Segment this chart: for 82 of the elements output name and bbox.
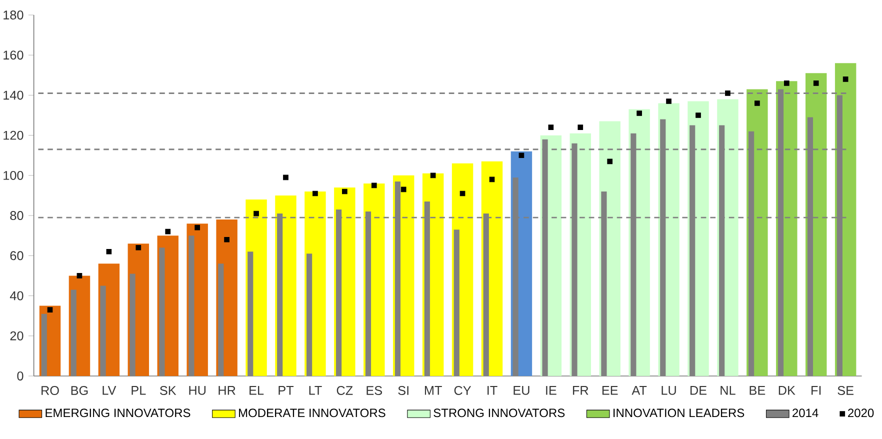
x-tick-label: CY bbox=[454, 386, 472, 395]
y-tick-label: 20 bbox=[10, 331, 24, 340]
x-tick-label: BE bbox=[750, 386, 766, 395]
x-tick-label: AT bbox=[632, 386, 647, 395]
y-tick-label: 0 bbox=[17, 372, 24, 380]
point bbox=[430, 172, 436, 178]
point bbox=[371, 182, 377, 188]
point bbox=[666, 98, 672, 104]
point bbox=[106, 248, 112, 254]
x-tick-label: LV bbox=[102, 386, 116, 395]
legend-label: EMERGING INNOVATORS bbox=[46, 408, 190, 418]
x-tick-label: LT bbox=[309, 386, 322, 395]
point bbox=[47, 307, 53, 312]
legend-label: 2020 bbox=[848, 408, 874, 418]
bar bbox=[41, 314, 47, 376]
y-tick-label: 120 bbox=[4, 130, 24, 140]
x-tick-label: DK bbox=[778, 386, 796, 395]
x-tick-label: EE bbox=[602, 386, 618, 395]
bar bbox=[130, 274, 136, 376]
y-tick-label: 180 bbox=[4, 10, 24, 20]
x-tick-label: CZ bbox=[336, 386, 353, 395]
x-tick-label: ES bbox=[366, 386, 382, 395]
point bbox=[224, 236, 230, 242]
point bbox=[76, 273, 82, 278]
x-tick-label: PL bbox=[132, 386, 146, 395]
x-tick-label: DE bbox=[690, 386, 707, 395]
point bbox=[283, 174, 288, 180]
point bbox=[312, 190, 318, 196]
point bbox=[548, 124, 554, 130]
point bbox=[342, 188, 348, 194]
point bbox=[636, 110, 642, 116]
point bbox=[696, 112, 701, 118]
x-tick-label: EL bbox=[250, 386, 264, 395]
x-tick-label: SE bbox=[838, 386, 854, 395]
point bbox=[400, 186, 406, 192]
point bbox=[518, 152, 524, 158]
bar bbox=[70, 290, 76, 376]
point bbox=[489, 176, 495, 182]
legend-label: 2014 bbox=[792, 408, 818, 418]
legend-label: STRONG INNOVATORS bbox=[434, 408, 565, 418]
bar bbox=[159, 248, 165, 376]
x-tick-label: RO bbox=[42, 386, 59, 395]
bar bbox=[454, 230, 460, 376]
point bbox=[784, 80, 790, 86]
bar bbox=[218, 264, 224, 376]
x-tick-label: HR bbox=[218, 386, 236, 395]
x-tick-label: EU bbox=[514, 386, 530, 395]
bar bbox=[306, 254, 312, 376]
point bbox=[607, 158, 613, 164]
x-tick-label: IE bbox=[546, 386, 556, 395]
x-tick-label: BG bbox=[71, 386, 88, 395]
legend-label: MODERATE INNOVATORS bbox=[239, 408, 386, 418]
point bbox=[813, 80, 819, 86]
bar bbox=[100, 286, 106, 376]
y-tick-label: 60 bbox=[10, 251, 24, 260]
x-tick-label: LU bbox=[662, 386, 676, 395]
point bbox=[136, 244, 142, 250]
point bbox=[754, 100, 760, 106]
point bbox=[194, 224, 200, 230]
point bbox=[578, 124, 584, 130]
y-tick-label: 100 bbox=[4, 170, 24, 180]
point bbox=[725, 90, 730, 96]
bar bbox=[248, 252, 254, 376]
y-tick-label: 160 bbox=[4, 50, 24, 60]
x-tick-label: SI bbox=[398, 386, 408, 395]
point bbox=[842, 76, 848, 82]
x-tick-label: NL bbox=[720, 386, 736, 395]
x-tick-label: IT bbox=[488, 386, 498, 395]
point bbox=[254, 210, 259, 216]
x-tick-label: SK bbox=[160, 386, 176, 395]
x-tick-label: FR bbox=[572, 386, 588, 395]
bar bbox=[188, 236, 194, 376]
legend-label: INNOVATION LEADERS bbox=[614, 408, 744, 418]
point bbox=[165, 228, 171, 234]
x-tick-label: PT bbox=[278, 386, 294, 395]
x-tick-label: MT bbox=[424, 386, 442, 395]
x-tick-label: FI bbox=[812, 386, 821, 395]
x-tick-label: HU bbox=[189, 386, 206, 395]
y-tick-label: 140 bbox=[4, 90, 24, 100]
y-tick-label: 80 bbox=[10, 211, 24, 220]
y-tick-label: 40 bbox=[10, 291, 24, 300]
point bbox=[460, 190, 466, 196]
